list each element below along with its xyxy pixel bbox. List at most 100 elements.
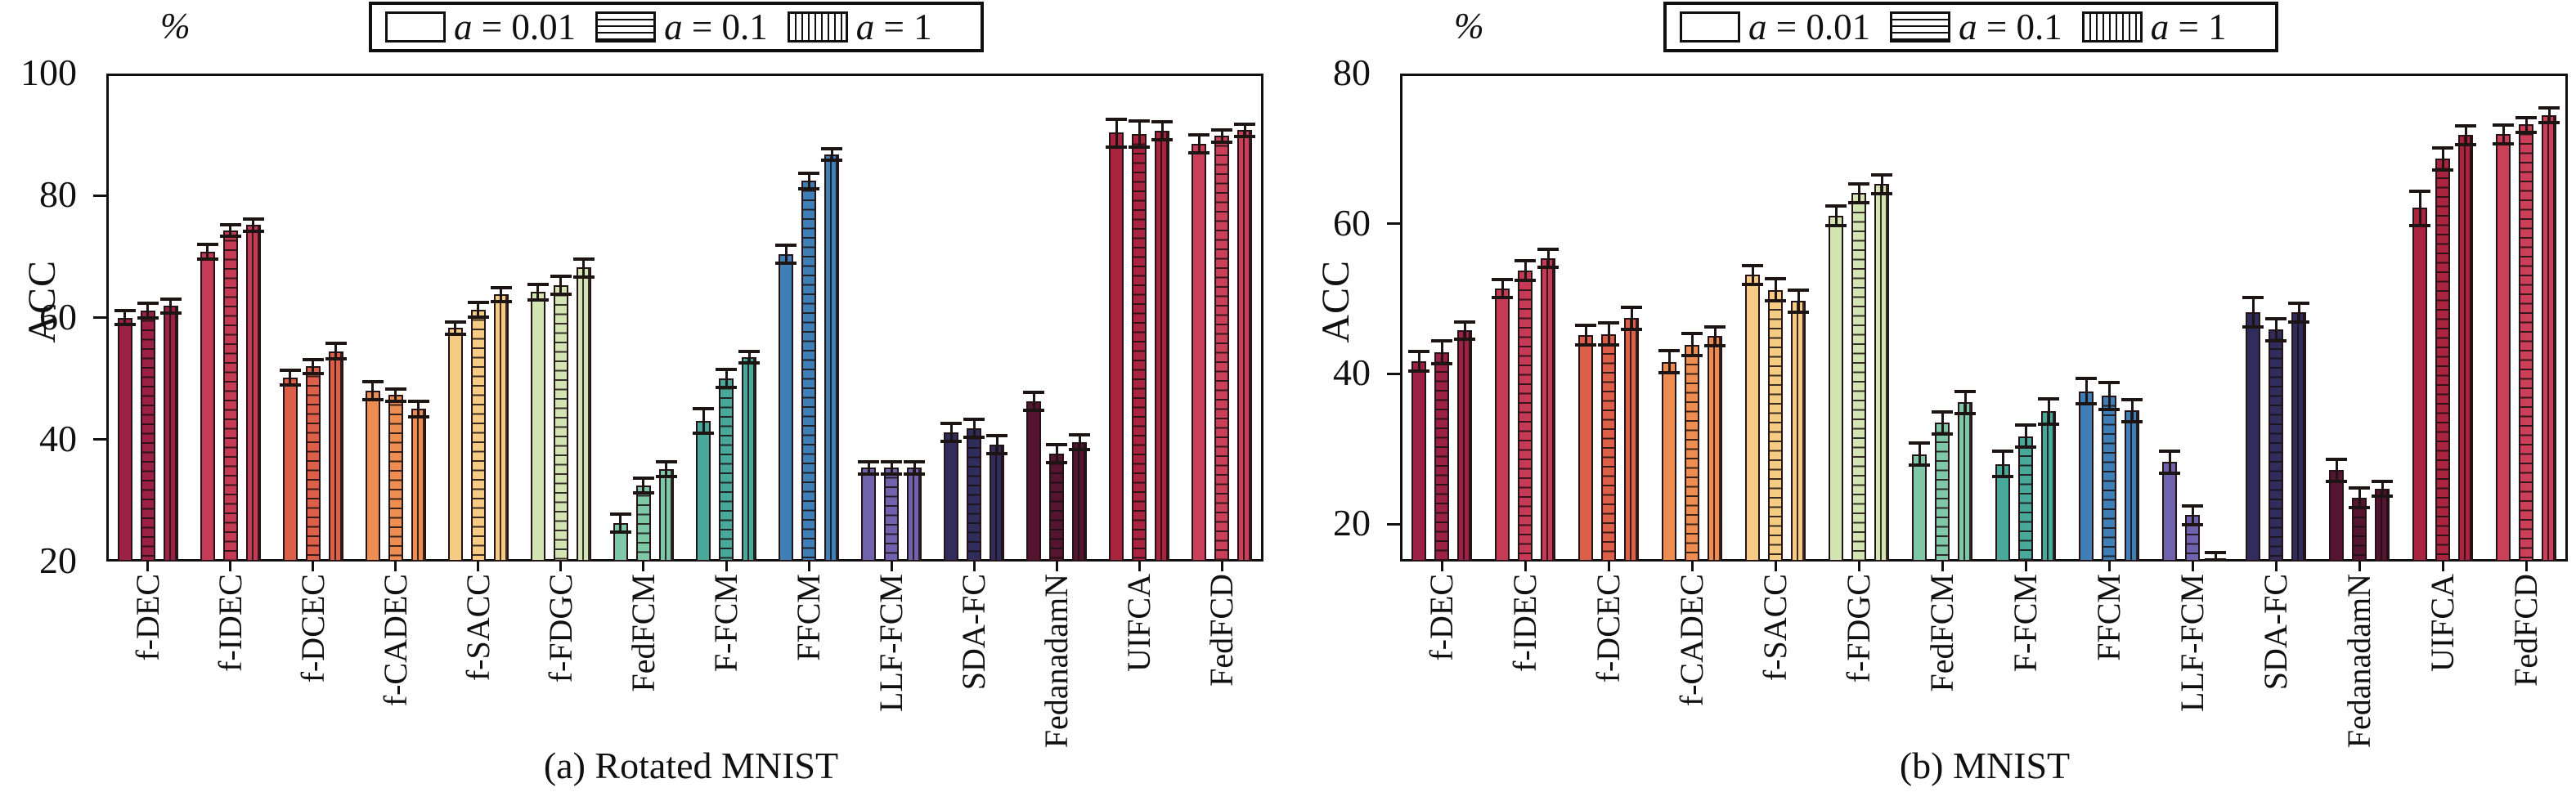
y-tick-label: 60 [1333,201,1371,244]
x-category-label: f-FDGC [541,574,579,683]
error-bar-cap [693,431,715,435]
x-category-label: SDA-FC [2257,574,2294,691]
bar [1768,289,1783,562]
error-bar-cap [940,422,963,426]
bar [1685,344,1699,562]
x-tick [312,562,315,571]
error-bar-stem [312,359,315,374]
error-bar-cap [693,407,715,411]
x-category-label: FFCM [2090,574,2127,661]
error-bar-cap [655,460,677,464]
error-bar-cap [467,315,489,319]
error-bar-stem [1751,265,1754,285]
error-bar-stem [1713,326,1717,347]
error-bar-stem [206,244,209,259]
error-bar-cap [2038,422,2059,426]
error-bar-cap [2515,130,2537,134]
error-bar-cap [2409,223,2430,227]
error-bar-cap [407,415,429,419]
error-bar-stem [1918,442,1921,466]
bar [1662,361,1676,562]
x-category-label: FedFCM [1923,574,1960,692]
x-tick [890,562,893,571]
legend-item-a1: a = 1 [2081,6,2227,48]
error-bar-stem [2024,424,2027,448]
error-bar-stem [1546,248,1550,267]
bar [117,317,132,562]
error-bar-stem [2547,107,2551,123]
bar [1745,275,1760,562]
error-bar-stem [559,275,563,295]
x-tick [2191,562,2194,571]
error-bar-stem [1501,279,1504,298]
bar [2018,436,2033,562]
error-bar-cap [2455,143,2476,147]
bar [696,420,711,562]
legend-label-a1: a = 1 [2150,7,2227,47]
bar [884,468,900,562]
x-category-label: f-IDEC [1506,574,1543,672]
error-bar-stem [2464,125,2467,145]
x-tick [725,562,728,571]
error-bar-stem [830,148,833,160]
y-tick [1387,522,1400,526]
error-bar-cap [904,472,926,476]
error-bar-stem [2502,124,2505,145]
error-bar-cap [821,158,843,162]
x-tick [972,562,976,571]
x-tick [394,562,397,571]
error-bar-stem [2524,117,2528,132]
legend-swatch-plain-icon [385,11,446,43]
error-bar-stem [1524,260,1527,280]
error-bar-stem [2381,481,2384,497]
error-bar-stem [500,287,503,302]
error-bar-stem [2358,487,2361,508]
error-bar-cap [2182,503,2203,508]
x-category-label: FedFCM [624,574,662,692]
error-bar-stem [1797,289,1800,313]
error-bar-cap [490,300,512,304]
bar [1049,453,1065,562]
bar [1624,318,1639,562]
error-bar-stem [725,369,728,388]
error-bar-cap [1825,204,1847,208]
error-bar-cap [1909,441,1930,445]
error-bar-stem [536,284,540,300]
bar [2496,134,2511,562]
error-bar-cap [1454,338,1475,342]
error-bar-cap [384,387,406,392]
x-tick [1941,562,1944,571]
x-category-label: f-DEC [1423,574,1460,661]
bar [2458,135,2473,562]
error-bar-cap [1992,475,2013,479]
error-bar-cap [1788,311,1809,315]
bar [222,230,238,562]
x-category-label: FedFCD [1203,574,1241,687]
error-bar-cap [1046,443,1068,447]
x-category-label: UIFCA [2424,574,2461,673]
error-bar-stem [1834,205,1838,226]
error-bar-cap [963,417,985,421]
bar [635,485,651,562]
error-bar-cap [242,217,264,222]
bar [1874,184,1889,562]
bar [2125,410,2139,562]
x-tick [2274,562,2278,571]
x-tick [1055,562,1058,571]
y-tick [93,194,106,197]
error-bar-cap [1871,172,1892,177]
x-category-label: F-FCM [707,574,745,673]
legend-item-a01: a = 0.1 [595,6,768,48]
x-tick [1440,562,1443,571]
error-bar-cap [1871,191,1892,195]
bar [2079,391,2094,562]
error-bar-cap [325,357,347,361]
error-bar-cap [279,369,301,373]
error-bar-cap [2182,522,2203,526]
x-category-label: f-CADEC [376,574,414,707]
y-tick [1387,372,1400,375]
bar [2412,208,2427,562]
error-bar-stem [1607,322,1610,346]
x-tick [146,562,150,571]
